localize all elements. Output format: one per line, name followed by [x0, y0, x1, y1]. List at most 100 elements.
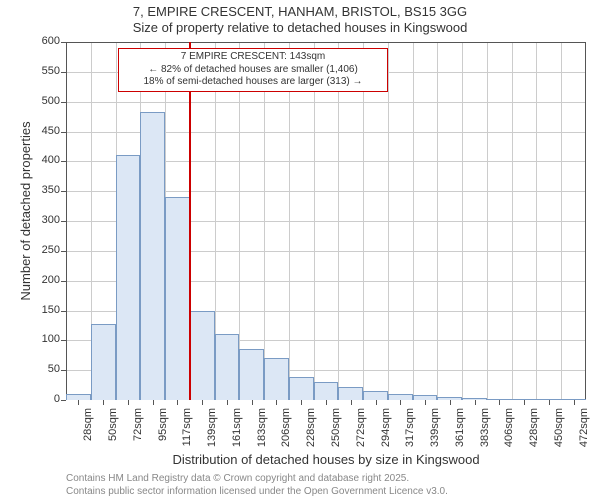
- footer-line-1: Contains HM Land Registry data © Crown c…: [66, 472, 448, 485]
- gridline-vertical: [561, 43, 562, 399]
- xtick-label: 339sqm: [429, 408, 441, 468]
- ytick-mark: [61, 311, 66, 312]
- xtick-label: 183sqm: [256, 408, 268, 468]
- ytick-label: 500: [32, 95, 60, 107]
- xtick-mark: [177, 400, 178, 405]
- ytick-label: 350: [32, 184, 60, 196]
- ytick-mark: [61, 161, 66, 162]
- xtick-label: 161sqm: [231, 408, 243, 468]
- xtick-mark: [78, 400, 79, 405]
- gridline-vertical: [437, 43, 438, 399]
- ytick-mark: [61, 42, 66, 43]
- ytick-mark: [61, 191, 66, 192]
- histogram-bar: [363, 391, 388, 400]
- xtick-mark: [450, 400, 451, 405]
- xtick-label: 139sqm: [206, 408, 218, 468]
- histogram-bar: [165, 197, 190, 400]
- xtick-mark: [103, 400, 104, 405]
- xtick-label: 361sqm: [454, 408, 466, 468]
- ytick-mark: [61, 132, 66, 133]
- ytick-label: 300: [32, 214, 60, 226]
- xtick-label: 50sqm: [107, 408, 119, 468]
- xtick-mark: [351, 400, 352, 405]
- xtick-mark: [202, 400, 203, 405]
- ytick-label: 200: [32, 274, 60, 286]
- ytick-label: 550: [32, 65, 60, 77]
- gridline-vertical: [314, 43, 315, 399]
- ytick-label: 0: [32, 393, 60, 405]
- ytick-label: 600: [32, 35, 60, 47]
- annotation-box: 7 EMPIRE CRESCENT: 143sqm← 82% of detach…: [118, 48, 388, 92]
- histogram-bar: [190, 311, 215, 401]
- gridline-vertical: [462, 43, 463, 399]
- footer-attribution: Contains HM Land Registry data © Crown c…: [66, 472, 448, 498]
- xtick-mark: [549, 400, 550, 405]
- histogram-bar: [314, 382, 339, 400]
- histogram-bar: [116, 155, 141, 400]
- xtick-label: 250sqm: [330, 408, 342, 468]
- ytick-mark: [61, 281, 66, 282]
- xtick-label: 472sqm: [578, 408, 590, 468]
- histogram-bar: [91, 324, 116, 400]
- xtick-label: 383sqm: [479, 408, 491, 468]
- ytick-mark: [61, 340, 66, 341]
- xtick-mark: [227, 400, 228, 405]
- ytick-mark: [61, 400, 66, 401]
- ytick-mark: [61, 102, 66, 103]
- gridline-vertical: [512, 43, 513, 399]
- xtick-mark: [153, 400, 154, 405]
- ytick-label: 50: [32, 363, 60, 375]
- xtick-mark: [301, 400, 302, 405]
- gridline-vertical: [388, 43, 389, 399]
- gridline-vertical: [338, 43, 339, 399]
- xtick-label: 117sqm: [181, 408, 193, 468]
- gridline-vertical: [487, 43, 488, 399]
- xtick-mark: [524, 400, 525, 405]
- xtick-label: 428sqm: [528, 408, 540, 468]
- xtick-label: 450sqm: [553, 408, 565, 468]
- gridline-vertical: [264, 43, 265, 399]
- gridline-vertical: [413, 43, 414, 399]
- chart-subtitle: Size of property relative to detached ho…: [0, 20, 600, 35]
- chart-title: 7, EMPIRE CRESCENT, HANHAM, BRISTOL, BS1…: [0, 4, 600, 19]
- histogram-bar: [239, 349, 264, 400]
- y-axis-label: Number of detached properties: [18, 101, 33, 321]
- xtick-label: 406sqm: [503, 408, 515, 468]
- xtick-label: 72sqm: [132, 408, 144, 468]
- ytick-label: 400: [32, 154, 60, 166]
- histogram-bar: [140, 112, 165, 400]
- ytick-mark: [61, 221, 66, 222]
- histogram-bar: [215, 334, 240, 400]
- chart-container: 7, EMPIRE CRESCENT, HANHAM, BRISTOL, BS1…: [0, 0, 600, 500]
- footer-line-2: Contains public sector information licen…: [66, 485, 448, 498]
- annotation-line: 18% of semi-detached houses are larger (…: [123, 76, 383, 89]
- xtick-label: 272sqm: [355, 408, 367, 468]
- ytick-mark: [61, 251, 66, 252]
- histogram-bar: [289, 377, 314, 400]
- xtick-mark: [425, 400, 426, 405]
- xtick-mark: [376, 400, 377, 405]
- ytick-label: 150: [32, 304, 60, 316]
- xtick-mark: [252, 400, 253, 405]
- ytick-label: 450: [32, 125, 60, 137]
- xtick-label: 228sqm: [305, 408, 317, 468]
- gridline-vertical: [536, 43, 537, 399]
- xtick-mark: [400, 400, 401, 405]
- gridline-horizontal: [67, 102, 585, 103]
- xtick-label: 95sqm: [157, 408, 169, 468]
- histogram-bar: [264, 358, 289, 400]
- xtick-label: 294sqm: [380, 408, 392, 468]
- xtick-label: 317sqm: [404, 408, 416, 468]
- marker-line: [189, 42, 191, 400]
- xtick-mark: [499, 400, 500, 405]
- ytick-label: 100: [32, 333, 60, 345]
- ytick-mark: [61, 370, 66, 371]
- gridline-vertical: [289, 43, 290, 399]
- xtick-mark: [128, 400, 129, 405]
- xtick-mark: [475, 400, 476, 405]
- annotation-line: ← 82% of detached houses are smaller (1,…: [123, 64, 383, 77]
- xtick-label: 28sqm: [82, 408, 94, 468]
- gridline-vertical: [363, 43, 364, 399]
- ytick-mark: [61, 72, 66, 73]
- xtick-mark: [574, 400, 575, 405]
